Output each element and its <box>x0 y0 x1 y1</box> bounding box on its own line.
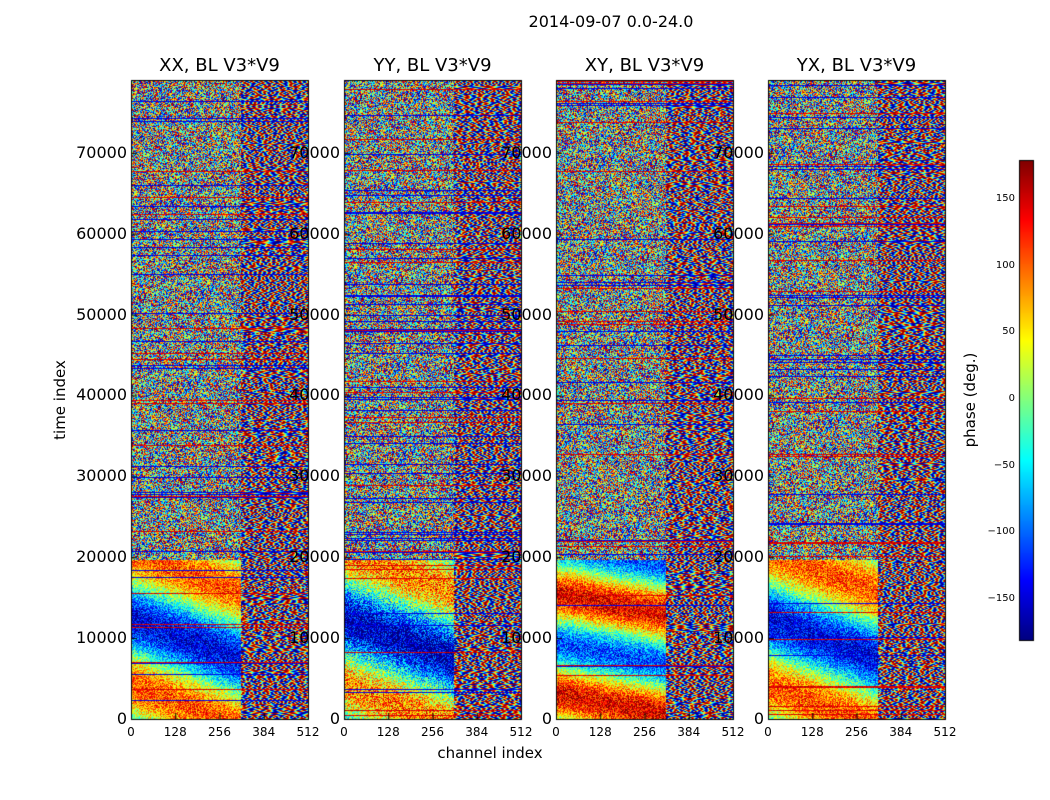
x-tick-label: 256 <box>633 725 656 739</box>
y-tick-label: 50000 <box>289 304 340 324</box>
y-tick-label: 0 <box>116 709 127 728</box>
y-tick-label: 10000 <box>289 628 340 648</box>
y-tick-label: 0 <box>753 709 764 728</box>
y-tick-label: 20000 <box>501 547 552 567</box>
x-tick-label: 0 <box>340 725 348 739</box>
panel-title-yx: YX, BL V3*V9 <box>796 55 917 76</box>
x-tick-label: 512 <box>509 725 533 739</box>
x-tick-label: 384 <box>252 725 276 739</box>
y-tick-label: 30000 <box>289 466 340 486</box>
colorbar-tick-label: 150 <box>995 193 1015 204</box>
y-tick-label: 50000 <box>76 304 127 324</box>
x-tick-label: 256 <box>208 725 231 739</box>
y-tick-label: 60000 <box>501 223 552 243</box>
x-tick-label: 512 <box>721 725 745 739</box>
x-tick-label: 512 <box>296 725 320 739</box>
y-tick-label: 50000 <box>501 304 552 324</box>
y-tick-label: 20000 <box>76 547 127 567</box>
y-tick-label: 20000 <box>713 547 764 567</box>
x-tick-label: 128 <box>588 725 612 739</box>
x-tick-label: 128 <box>163 725 187 739</box>
x-tick-label: 384 <box>889 725 913 739</box>
y-tick-label: 30000 <box>713 466 764 486</box>
x-tick-label: 0 <box>552 725 560 739</box>
x-tick-label: 128 <box>800 725 824 739</box>
y-tick-label: 60000 <box>713 223 764 243</box>
x-tick-label: 384 <box>677 725 701 739</box>
x-tick-label: 0 <box>764 725 772 739</box>
x-tick-label: 128 <box>376 725 400 739</box>
colorbar-tick-label: 50 <box>1002 326 1015 338</box>
colorbar-tick-label: 0 <box>1008 393 1015 404</box>
y-tick-label: 40000 <box>501 385 552 405</box>
x-tick-label: 256 <box>421 725 444 739</box>
y-tick-label: 10000 <box>76 628 127 648</box>
figure-title: 2014-09-07 0.0-24.0 <box>528 12 694 31</box>
y-tick-label: 40000 <box>289 385 340 405</box>
y-tick-label: 0 <box>329 709 340 728</box>
y-tick-label: 70000 <box>713 142 764 162</box>
x-tick-label: 0 <box>127 725 135 739</box>
colorbar-tick-label: −100 <box>987 526 1015 538</box>
panel-title-xx: XX, BL V3*V9 <box>159 55 280 76</box>
x-tick-label: 512 <box>933 725 957 739</box>
y-tick-label: 40000 <box>713 385 764 405</box>
y-tick-label: 20000 <box>289 547 340 567</box>
y-tick-label: 70000 <box>289 142 340 162</box>
y-tick-label: 60000 <box>76 223 127 243</box>
colorbar-tick-label: −150 <box>987 593 1015 604</box>
y-tick-label: 10000 <box>713 628 764 648</box>
y-tick-label: 70000 <box>501 142 552 162</box>
panel-title-xy: XY, BL V3*V9 <box>584 55 705 76</box>
y-axis-label: time index <box>51 360 69 440</box>
y-tick-label: 60000 <box>289 223 340 243</box>
y-tick-label: 0 <box>541 709 552 728</box>
x-tick-label: 384 <box>465 725 489 739</box>
colorbar-label: phase (deg.) <box>961 352 979 448</box>
y-tick-label: 70000 <box>76 142 127 162</box>
y-tick-label: 10000 <box>501 628 552 648</box>
y-tick-label: 50000 <box>713 304 764 324</box>
y-tick-label: 30000 <box>501 466 552 486</box>
x-axis-label: channel index <box>437 744 543 762</box>
y-tick-label: 30000 <box>76 466 127 486</box>
colorbar-tick-label: 100 <box>995 259 1015 271</box>
y-tick-label: 40000 <box>76 385 127 405</box>
colorbar-tick-label: −50 <box>993 459 1015 471</box>
x-tick-label: 256 <box>845 725 868 739</box>
panel-title-yy: YY, BL V3*V9 <box>373 55 492 76</box>
